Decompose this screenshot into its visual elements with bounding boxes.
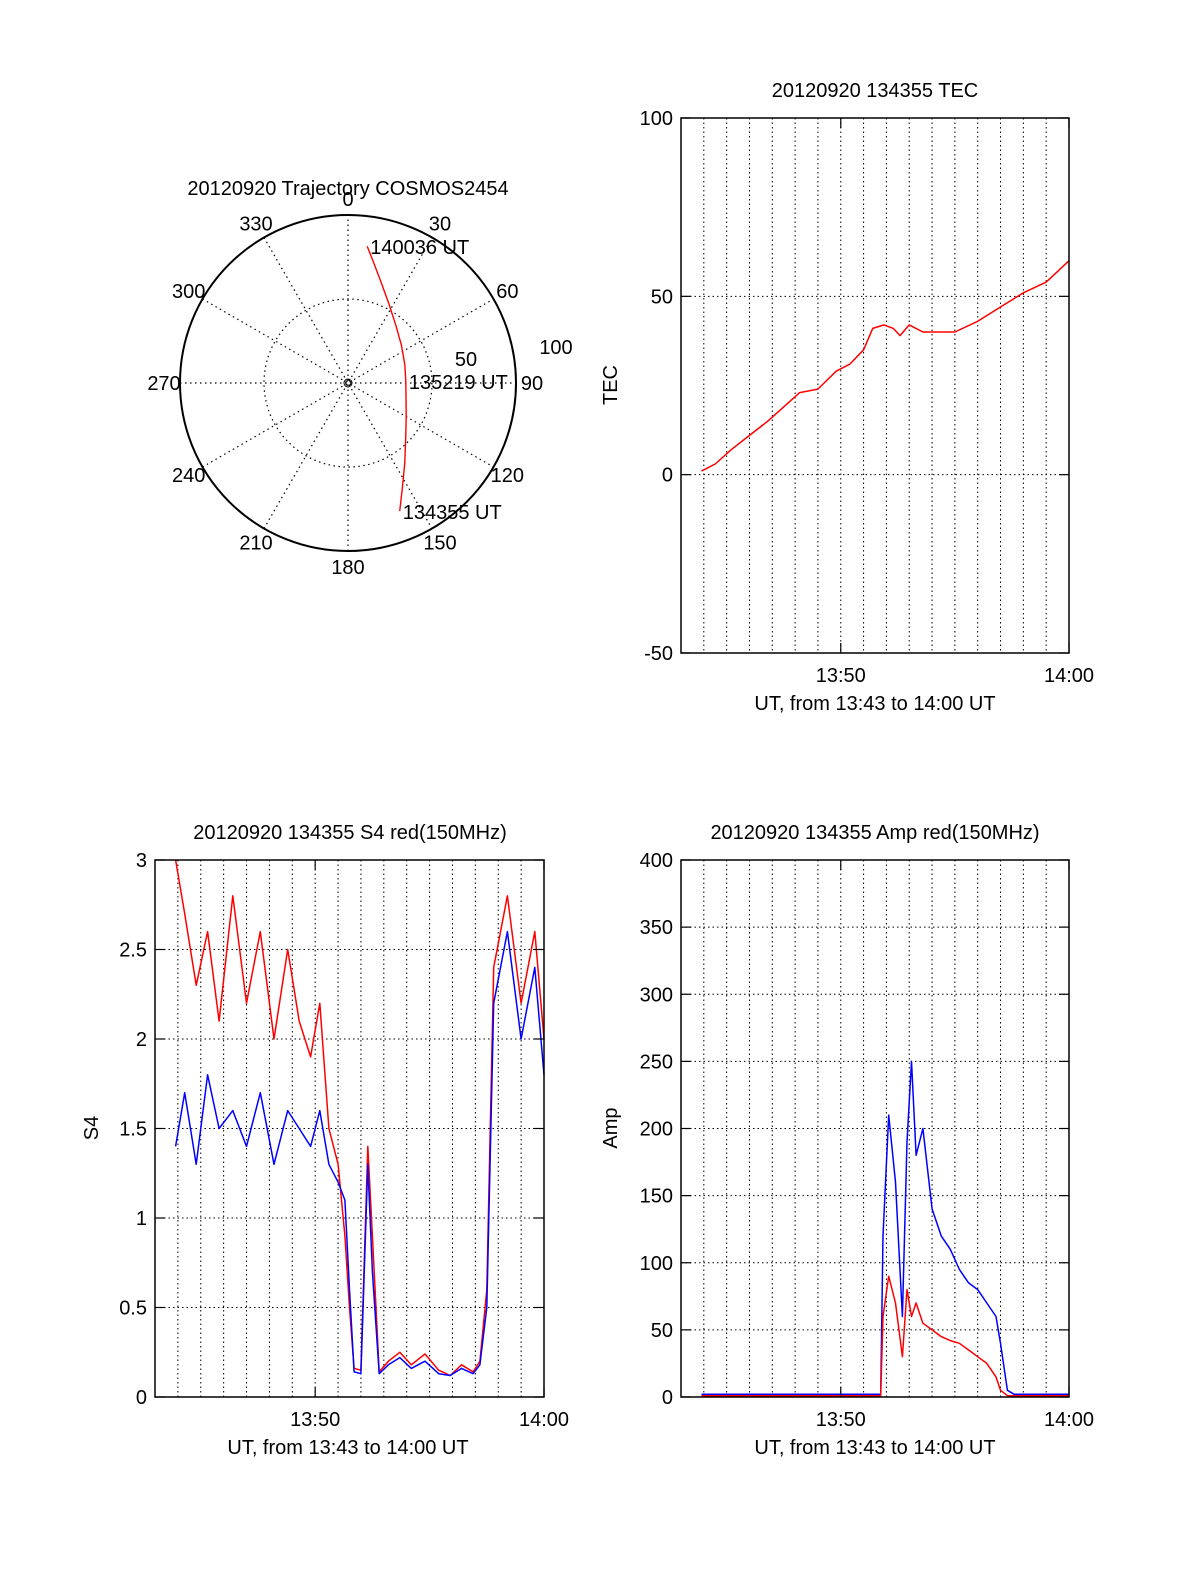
polar-time-annotation: 140036 UT xyxy=(370,237,469,259)
polar-radial-tick-label: 50 xyxy=(455,349,477,371)
amp-series-red-line xyxy=(701,1275,1069,1397)
polar-azimuth-tick-label: 0 xyxy=(342,189,353,211)
s4-y-tick-label: 1 xyxy=(136,1208,147,1230)
amp-y-tick-label: 350 xyxy=(640,917,673,939)
polar-radial-tick-label: 100 xyxy=(539,337,572,359)
polar-trajectory-line xyxy=(366,245,407,512)
s4-title: 20120920 134355 S4 red(150MHz) xyxy=(193,822,507,844)
tec-xlabel: UT, from 13:43 to 14:00 UT xyxy=(754,693,995,715)
polar-azimuth-tick-label: 210 xyxy=(239,532,272,554)
tec-title: 20120920 134355 TEC xyxy=(772,80,978,102)
polar-azimuth-tick-label: 330 xyxy=(239,214,272,236)
polar-azimuth-tick-label: 30 xyxy=(429,214,451,236)
amp-y-tick-label: 100 xyxy=(640,1253,673,1275)
polar-azimuth-tick-label: 120 xyxy=(491,465,524,487)
s4-y-tick-label: 0.5 xyxy=(119,1298,147,1320)
amp-y-tick-label: 250 xyxy=(640,1051,673,1073)
s4-series-blue-line xyxy=(174,930,545,1377)
s4-y-tick-label: 2 xyxy=(136,1029,147,1051)
tec-y-tick-label: 100 xyxy=(640,108,673,130)
polar-spoke xyxy=(202,298,494,468)
tec-plot-frame xyxy=(680,117,1070,654)
s4-x-tick-label: 14:00 xyxy=(519,1409,569,1431)
tec-ylabel: TEC xyxy=(600,365,622,405)
s4-ylabel: S4 xyxy=(81,1116,103,1140)
polar-azimuth-tick-label: 60 xyxy=(496,281,518,303)
polar-time-annotation: 134355 UT xyxy=(403,502,502,524)
tec-plot-area: -50 0 50 100 13:50 14:00 xyxy=(640,108,1094,687)
s4-xlabel: UT, from 13:43 to 14:00 UT xyxy=(227,1437,468,1459)
polar-spoke xyxy=(263,237,433,529)
polar-azimuth-tick-label: 150 xyxy=(423,532,456,554)
amp-x-tick-label: 13:50 xyxy=(816,1409,866,1431)
polar-azimuth-tick-label: 90 xyxy=(521,373,543,395)
tec-y-tick-label: 0 xyxy=(662,465,673,487)
polar-plot: 0 30 60 90 120 150 180 210 240 270 300 330 50 100 1400… xyxy=(147,189,572,579)
s4-y-tick-label: 0 xyxy=(136,1387,147,1409)
polar-azimuth-tick-label: 300 xyxy=(172,281,205,303)
s4-y-tick-label: 3 xyxy=(136,850,147,872)
amp-series-blue-line xyxy=(701,1060,1069,1396)
s4-y-tick-label: 2.5 xyxy=(119,940,147,962)
polar-radial-ring xyxy=(263,298,433,468)
amp-y-tick-label: 400 xyxy=(640,850,673,872)
tec-series-red-line xyxy=(701,260,1070,472)
tec-x-tick-label: 13:50 xyxy=(816,665,866,687)
tec-chart-panel: 20120920 134355 TEC UT, from 13:43 to 14… xyxy=(600,80,1094,715)
polar-azimuth-tick-label: 180 xyxy=(331,557,364,579)
amp-y-tick-label: 150 xyxy=(640,1186,673,1208)
amp-plot-area: 0 50 100 150 200 250 300 350 400 13:50 14:00 xyxy=(640,850,1094,1431)
polar-azimuth-tick-label: 270 xyxy=(147,373,180,395)
amp-title: 20120920 134355 Amp red(150MHz) xyxy=(710,822,1039,844)
s4-series-red-line xyxy=(174,859,545,1377)
amp-y-tick-label: 50 xyxy=(651,1320,673,1342)
amp-x-tick-label: 14:00 xyxy=(1044,1409,1094,1431)
s4-plot-area: 0 0.5 1 1.5 2 2.5 3 13:50 14:00 xyxy=(119,850,569,1431)
polar-time-annotation: 135219 UT xyxy=(409,372,508,394)
amp-ylabel: Amp xyxy=(600,1107,622,1148)
polar-title: 20120920 Trajectory COSMOS2454 xyxy=(187,178,508,200)
tec-y-tick-label: -50 xyxy=(644,643,673,665)
s4-chart-panel: 20120920 134355 S4 red(150MHz) UT, from … xyxy=(81,822,569,1459)
polar-azimuth-tick-label: 240 xyxy=(172,465,205,487)
amp-y-tick-label: 300 xyxy=(640,984,673,1006)
amp-y-tick-label: 200 xyxy=(640,1119,673,1141)
amp-y-tick-label: 0 xyxy=(662,1387,673,1409)
polar-center-mark xyxy=(343,378,353,388)
tec-x-tick-label: 14:00 xyxy=(1044,665,1094,687)
amp-chart-panel: 20120920 134355 Amp red(150MHz) UT, from… xyxy=(600,822,1094,1459)
s4-y-tick-label: 1.5 xyxy=(119,1119,147,1141)
polar-spoke xyxy=(202,298,494,468)
amp-xlabel: UT, from 13:43 to 14:00 UT xyxy=(754,1437,995,1459)
polar-spoke xyxy=(263,237,433,529)
polar-trajectory-panel: 20120920 Trajectory COSMOS2454 0 30 60 90 12… xyxy=(147,178,572,579)
s4-x-tick-label: 13:50 xyxy=(290,1409,340,1431)
tec-y-tick-label: 50 xyxy=(651,286,673,308)
